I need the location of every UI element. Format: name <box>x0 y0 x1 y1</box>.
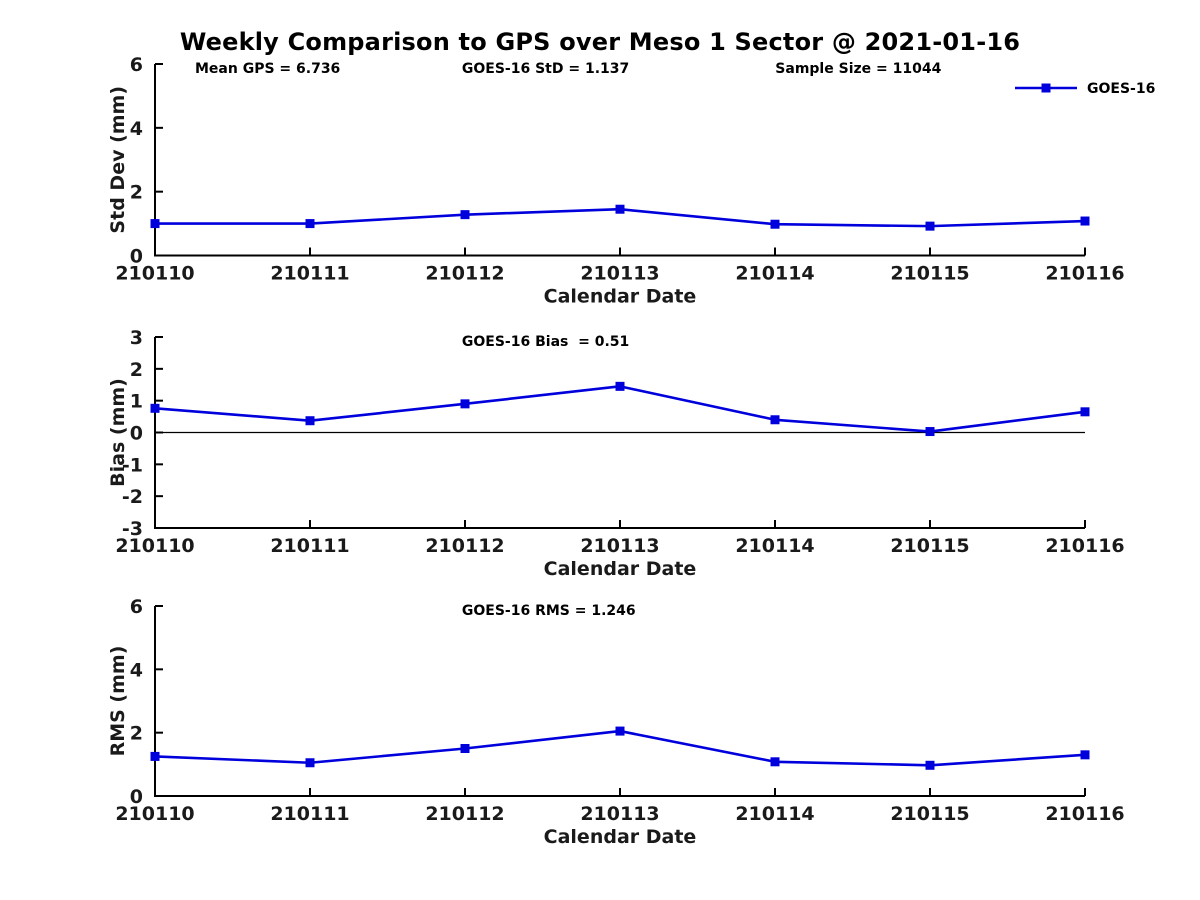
y-tick-label: -3 <box>122 518 143 540</box>
data-point-marker <box>615 726 625 736</box>
data-point-marker <box>305 758 315 768</box>
data-point-marker <box>305 219 315 229</box>
x-tick-label: 210113 <box>580 803 659 825</box>
y-tick-label: 0 <box>130 423 143 445</box>
legend-label: GOES-16 <box>1087 81 1155 97</box>
y-tick-label: 3 <box>130 327 143 349</box>
data-point-marker <box>1080 750 1090 760</box>
data-point-marker <box>770 219 780 229</box>
y-tick-label: -1 <box>122 454 143 476</box>
data-point-marker <box>150 751 160 761</box>
x-tick-label: 210115 <box>890 263 969 285</box>
stat-annotation: GOES-16 StD = 1.137 <box>462 61 629 77</box>
data-point-marker <box>1080 216 1090 226</box>
y-axis-label: Std Dev (mm) <box>107 86 129 234</box>
x-tick-label: 210116 <box>1045 803 1124 825</box>
x-tick-label: 210110 <box>115 803 194 825</box>
data-point-marker <box>925 760 935 770</box>
y-tick-label: 2 <box>130 359 143 381</box>
x-tick-label: 210116 <box>1045 535 1124 557</box>
subplot-rms: 0 2 4 6 210110 210111 210112 210113 210114 210115… <box>107 596 1125 848</box>
y-tick-label: -2 <box>122 486 143 508</box>
y-tick-label: 2 <box>130 723 143 745</box>
x-tick-label: 210112 <box>425 803 504 825</box>
x-tick-label: 210114 <box>735 263 814 285</box>
data-point-marker <box>615 204 625 214</box>
data-point-marker <box>770 757 780 767</box>
y-tick-label: 1 <box>130 391 143 413</box>
x-tick-label: 210111 <box>270 535 349 557</box>
x-tick-label: 210114 <box>735 535 814 557</box>
series-line <box>154 385 1086 433</box>
data-point-marker <box>150 403 160 413</box>
data-point-marker <box>925 221 935 231</box>
data-point-marker <box>1080 407 1090 417</box>
x-tick-label: 210112 <box>425 535 504 557</box>
data-point-marker <box>460 210 470 220</box>
x-axis-label: Calendar Date <box>544 286 697 308</box>
x-tick-label: 210113 <box>580 535 659 557</box>
data-point-marker <box>150 219 160 229</box>
y-tick-label: 6 <box>130 54 143 76</box>
x-tick-label: 210116 <box>1045 263 1124 285</box>
y-axis-label: RMS (mm) <box>107 646 129 757</box>
y-tick-label: 2 <box>130 182 143 204</box>
figure-title: Weekly Comparison to GPS over Meso 1 Sec… <box>179 28 1021 56</box>
y-tick-label: 6 <box>130 596 143 618</box>
x-tick-label: 210110 <box>115 535 194 557</box>
y-tick-label: 0 <box>130 246 143 268</box>
stat-annotation: Sample Size = 11044 <box>775 61 941 77</box>
legend-marker <box>1041 83 1051 93</box>
data-point-marker <box>305 416 315 426</box>
series-line <box>154 729 1086 767</box>
x-tick-label: 210114 <box>735 803 814 825</box>
y-tick-label: 4 <box>130 118 143 140</box>
stat-annotation: GOES-16 Bias = 0.51 <box>462 334 629 350</box>
stat-annotation: Mean GPS = 6.736 <box>195 61 340 77</box>
y-tick-label: 4 <box>130 659 143 681</box>
data-point-marker <box>925 427 935 437</box>
subplot-bias: -3 -2 -1 0 1 2 3 210110 210111 210112 210113 210114… <box>107 327 1125 580</box>
legend: GOES-16 <box>1015 81 1155 97</box>
data-point-marker <box>460 744 470 753</box>
x-tick-label: 210115 <box>890 803 969 825</box>
data-point-marker <box>460 399 470 409</box>
data-point-marker <box>615 381 625 391</box>
subplot-std-dev: 0 2 4 6 210110 210111 210112 210113 210114 210115… <box>107 54 1155 308</box>
x-tick-label: 210111 <box>270 803 349 825</box>
x-tick-label: 210113 <box>580 263 659 285</box>
x-tick-label: 210112 <box>425 263 504 285</box>
data-point-marker <box>770 415 780 425</box>
stat-annotation: GOES-16 RMS = 1.246 <box>462 603 636 619</box>
y-tick-label: 0 <box>130 786 143 808</box>
x-tick-label: 210115 <box>890 535 969 557</box>
axis-spines <box>154 606 1085 797</box>
x-tick-label: 210111 <box>270 263 349 285</box>
x-axis-label: Calendar Date <box>544 558 697 580</box>
y-axis-label: Bias (mm) <box>107 378 129 487</box>
x-axis-label: Calendar Date <box>544 826 697 848</box>
x-tick-label: 210110 <box>115 263 194 285</box>
